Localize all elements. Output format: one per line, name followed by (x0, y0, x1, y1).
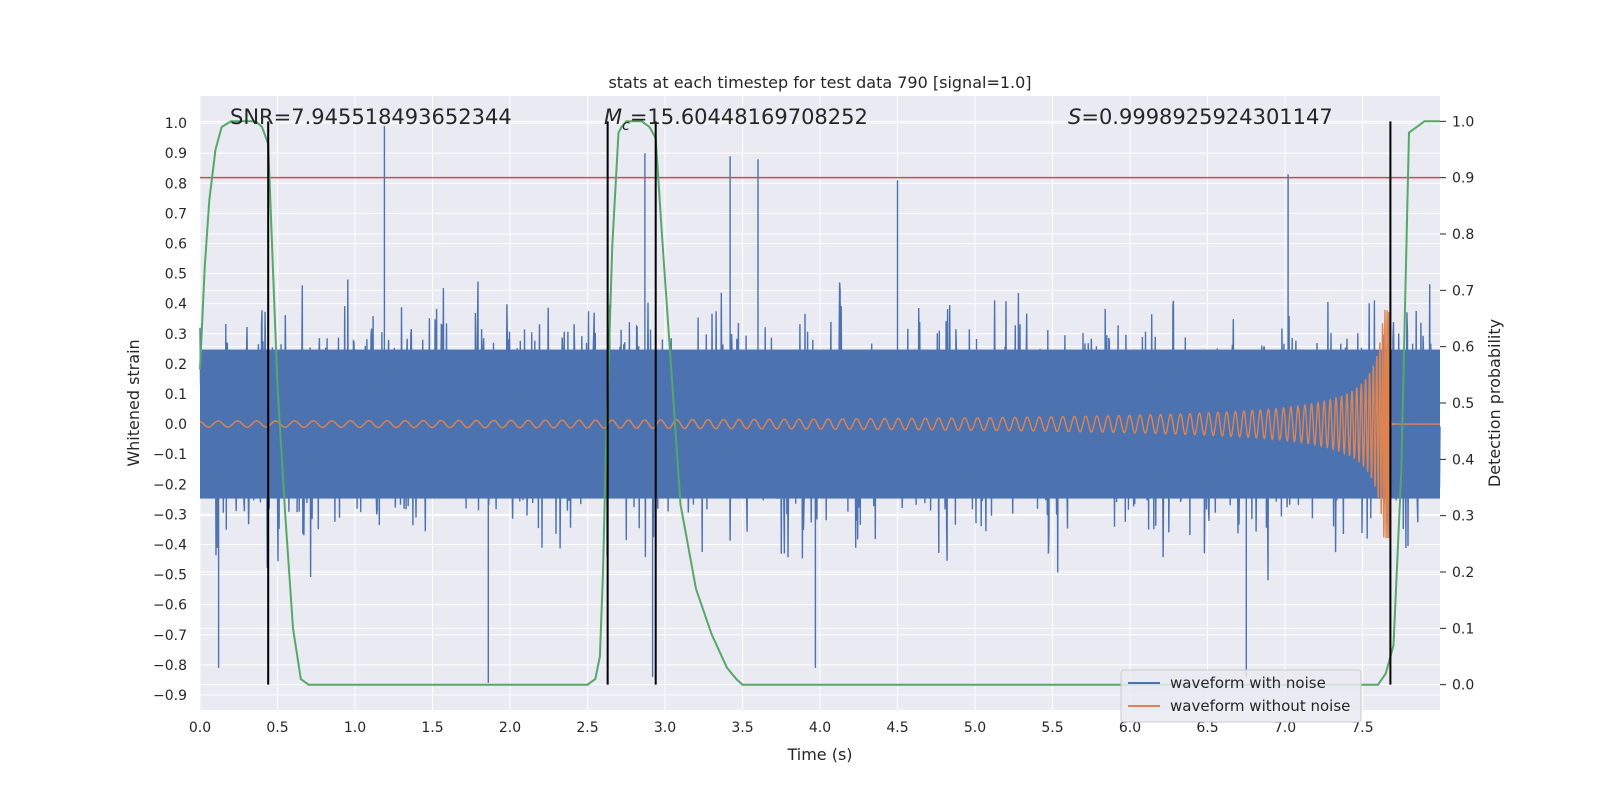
mc-subscript: c (622, 118, 630, 134)
y-tick-label: 1.0 (165, 116, 187, 132)
y2-tick-label: 0.5 (1452, 396, 1474, 412)
y-tick-label: −0.6 (153, 598, 187, 614)
x-tick-label: 1.5 (421, 720, 443, 736)
legend-box (1120, 669, 1362, 723)
y-tick-label: −0.1 (153, 447, 187, 463)
x-tick-label: 6.0 (1119, 720, 1141, 736)
y2-tick-label: 0.1 (1452, 621, 1474, 637)
y2-tick-label: 0.6 (1452, 340, 1474, 356)
x-tick-label: 7.5 (1351, 720, 1373, 736)
x-tick-label: 5.5 (1041, 720, 1063, 736)
chart-title: stats at each timestep for test data 790… (608, 73, 1031, 92)
y-tick-label: −0.4 (153, 537, 187, 553)
s-symbol: S (1068, 105, 1081, 129)
y-tick-label: 0.7 (165, 206, 187, 222)
clean-waveform-line (199, 309, 1440, 539)
axis-ticks: 0.0 0.5 1.0 1.5 2.0 2.5 3.0 3.5 4.0 4.5 5.0 5.5 6.0 6… (153, 114, 1474, 736)
y-axis-label: Whitened strain (124, 339, 143, 466)
x-tick-label: 6.5 (1196, 720, 1218, 736)
y2-axis-label: Detection probability (1485, 319, 1504, 487)
x-tick-label: 0.5 (266, 720, 288, 736)
x-tick-label: 4.0 (809, 720, 831, 736)
y-tick-label: −0.7 (153, 628, 187, 644)
legend: waveform with noise waveform without noi… (1120, 669, 1362, 723)
y-tick-label: 0.5 (165, 267, 187, 283)
y2-tick-label: 0.7 (1452, 283, 1474, 299)
snr-annotation: SNR=7.945518493652344 (230, 105, 512, 129)
y2-tick-label: 0.3 (1452, 509, 1474, 525)
y2-tick-label: 0.0 (1452, 678, 1474, 694)
s-value: =0.9998925924301147 (1081, 105, 1332, 129)
x-tick-label: 0.0 (189, 720, 211, 736)
y2-tick-label: 0.8 (1452, 227, 1474, 243)
chirp-mass-annotation: Mc=15.60448169708252 (604, 105, 868, 134)
y-tick-label: 0.1 (165, 387, 187, 403)
x-tick-label: 4.5 (886, 720, 908, 736)
y-tick-label: −0.2 (153, 477, 187, 493)
clean-waveform-series (199, 309, 1440, 539)
legend-label-clean: waveform without noise (1170, 697, 1350, 715)
y2-tick-label: 0.4 (1452, 452, 1474, 468)
x-tick-label: 7.0 (1274, 720, 1296, 736)
y-tick-label: 0.0 (165, 417, 187, 433)
y-tick-label: −0.8 (153, 658, 187, 674)
y-tick-label: 0.2 (165, 357, 187, 373)
y-tick-label: 0.6 (165, 236, 187, 252)
s-annotation: S=0.9998925924301147 (1068, 105, 1333, 129)
y2-tick-label: 0.9 (1452, 171, 1474, 187)
x-tick-label: 2.0 (499, 720, 521, 736)
x-tick-label: 2.5 (576, 720, 598, 736)
x-axis-label: Time (s) (786, 745, 852, 764)
mc-symbol: M (604, 105, 622, 129)
y-tick-label: −0.5 (153, 568, 187, 584)
y-tick-label: 0.9 (165, 146, 187, 162)
y2-tick-label: 0.2 (1452, 565, 1474, 581)
y-tick-label: 0.4 (165, 297, 187, 313)
mc-value: =15.60448169708252 (630, 105, 868, 129)
x-tick-label: 5.0 (964, 720, 986, 736)
y2-tick-label: 1.0 (1452, 114, 1474, 130)
x-tick-label: 3.0 (654, 720, 676, 736)
y-tick-label: 0.3 (165, 327, 187, 343)
y-tick-label: 0.8 (165, 176, 187, 192)
x-tick-label: 1.0 (344, 720, 366, 736)
legend-label-noisy: waveform with noise (1170, 674, 1326, 692)
y-tick-label: −0.9 (153, 688, 187, 704)
x-tick-label: 3.5 (731, 720, 753, 736)
y-tick-label: −0.3 (153, 507, 187, 523)
